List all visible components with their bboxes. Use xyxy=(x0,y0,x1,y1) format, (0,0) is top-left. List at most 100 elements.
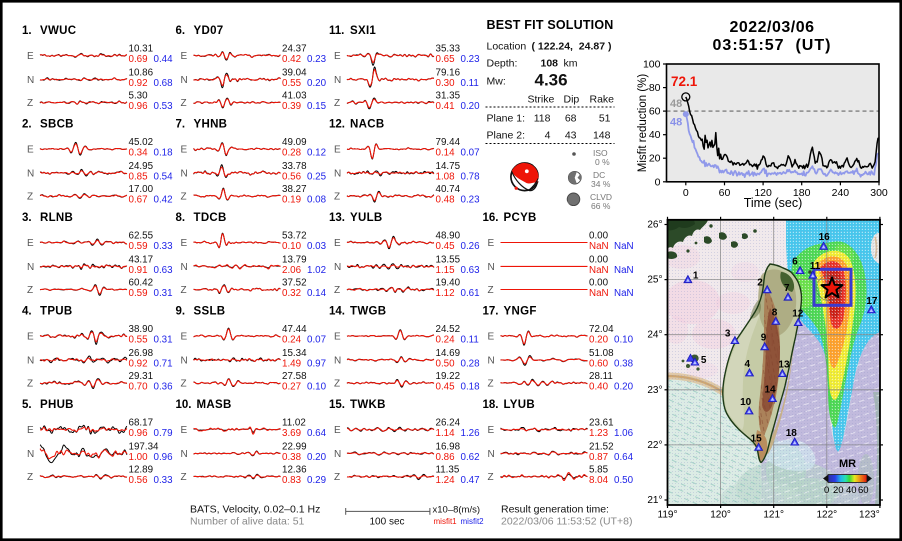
svg-text:0.19: 0.19 xyxy=(282,195,301,206)
svg-text:14.75: 14.75 xyxy=(436,161,461,172)
svg-text:108: 108 xyxy=(541,58,559,70)
svg-text:13: 13 xyxy=(778,360,790,371)
svg-text:E: E xyxy=(27,51,34,62)
svg-text:LYUB: LYUB xyxy=(504,399,535,411)
svg-text:0.23: 0.23 xyxy=(307,54,327,65)
svg-text:Z: Z xyxy=(27,98,33,109)
svg-text:Result generation time:: Result generation time: xyxy=(501,504,609,516)
svg-text:10: 10 xyxy=(740,397,752,408)
svg-text:1.08: 1.08 xyxy=(436,171,456,182)
svg-text:Plane 2:: Plane 2: xyxy=(487,130,526,142)
svg-text:15: 15 xyxy=(751,433,763,444)
svg-text:60: 60 xyxy=(649,106,661,118)
svg-text:N: N xyxy=(488,355,495,366)
svg-text:68.17: 68.17 xyxy=(129,418,154,429)
svg-text:1.24: 1.24 xyxy=(436,475,456,486)
svg-text:N: N xyxy=(27,355,34,366)
svg-text:Time (sec): Time (sec) xyxy=(744,196,803,210)
svg-text:10.: 10. xyxy=(176,399,192,411)
svg-text:TPUB: TPUB xyxy=(40,306,73,318)
svg-text:CLVD: CLVD xyxy=(590,192,612,202)
svg-text:0.36: 0.36 xyxy=(154,382,174,393)
svg-text:34 %: 34 % xyxy=(591,179,611,189)
svg-text:0.67: 0.67 xyxy=(129,195,148,206)
svg-text:Rake: Rake xyxy=(590,94,615,106)
svg-text:8: 8 xyxy=(772,307,778,318)
svg-text:10.31: 10.31 xyxy=(129,44,154,55)
svg-text:37.52: 37.52 xyxy=(282,278,307,289)
svg-text:0.00: 0.00 xyxy=(589,278,609,289)
svg-text:1.49: 1.49 xyxy=(282,358,301,369)
svg-text:0.56: 0.56 xyxy=(129,475,149,486)
svg-text:km: km xyxy=(564,58,578,70)
svg-text:16.98: 16.98 xyxy=(436,441,461,452)
svg-text:20: 20 xyxy=(649,153,661,165)
svg-text:Z: Z xyxy=(334,192,340,203)
svg-text:N: N xyxy=(488,449,495,460)
svg-text:Z: Z xyxy=(334,379,340,390)
svg-text:YNGF: YNGF xyxy=(504,306,537,318)
svg-text:0.18: 0.18 xyxy=(461,382,481,393)
svg-text:53.72: 53.72 xyxy=(282,231,307,242)
svg-text:17.: 17. xyxy=(483,306,499,318)
svg-text:120°: 120° xyxy=(710,510,731,521)
svg-text:E: E xyxy=(488,425,495,436)
svg-text:N: N xyxy=(27,449,34,460)
svg-text:43: 43 xyxy=(565,130,577,142)
svg-text:1: 1 xyxy=(693,271,699,282)
svg-text:0.11: 0.11 xyxy=(461,335,479,346)
svg-text:Z: Z xyxy=(488,285,494,296)
svg-text:5.: 5. xyxy=(22,399,32,411)
svg-text:0.14: 0.14 xyxy=(307,288,327,299)
svg-text:0.38: 0.38 xyxy=(614,358,634,369)
svg-text:31.35: 31.35 xyxy=(436,91,461,102)
svg-text:0.65: 0.65 xyxy=(436,54,456,65)
svg-text:0.14: 0.14 xyxy=(436,148,456,159)
svg-text:0.28: 0.28 xyxy=(282,148,302,159)
svg-text:Z: Z xyxy=(27,379,33,390)
svg-text:Z: Z xyxy=(181,98,187,109)
svg-text:51.08: 51.08 xyxy=(589,348,614,359)
svg-text:0.29: 0.29 xyxy=(307,475,326,486)
svg-text:2022/03/06: 2022/03/06 xyxy=(729,19,814,36)
svg-text:0.20: 0.20 xyxy=(589,335,609,346)
svg-text:8.: 8. xyxy=(176,212,186,224)
svg-text:45.02: 45.02 xyxy=(129,137,154,148)
svg-text:0.56: 0.56 xyxy=(282,171,302,182)
svg-text:11: 11 xyxy=(810,261,821,272)
svg-text:Z: Z xyxy=(334,98,340,109)
svg-text:0.79: 0.79 xyxy=(154,428,173,439)
svg-text:24.37: 24.37 xyxy=(282,44,307,55)
svg-text:15.34: 15.34 xyxy=(282,348,307,359)
svg-text:0.70: 0.70 xyxy=(129,382,149,393)
svg-text:0.48: 0.48 xyxy=(436,195,456,206)
svg-text:Z: Z xyxy=(181,285,187,296)
svg-text:122°: 122° xyxy=(816,510,837,521)
svg-text:197.34: 197.34 xyxy=(129,441,160,452)
svg-text:14.69: 14.69 xyxy=(436,348,461,359)
svg-text:80: 80 xyxy=(649,82,661,94)
svg-text:0.25: 0.25 xyxy=(307,171,327,182)
svg-text:14.: 14. xyxy=(329,306,345,318)
svg-text:38.90: 38.90 xyxy=(129,324,154,335)
svg-text:60: 60 xyxy=(719,187,731,199)
svg-text:E: E xyxy=(334,51,341,62)
svg-text:E: E xyxy=(27,145,34,156)
svg-text:SSLB: SSLB xyxy=(194,306,226,318)
svg-text:0.78: 0.78 xyxy=(461,171,481,182)
svg-text:E: E xyxy=(27,332,34,343)
svg-text:180: 180 xyxy=(793,187,811,199)
svg-text:0.50: 0.50 xyxy=(436,358,456,369)
svg-text:0.85: 0.85 xyxy=(129,171,149,182)
svg-text:40: 40 xyxy=(649,129,661,141)
svg-text:0 %: 0 % xyxy=(595,157,610,167)
svg-text:03:51:57 (UT): 03:51:57 (UT) xyxy=(713,37,832,54)
svg-text:E: E xyxy=(334,332,341,343)
svg-text:N: N xyxy=(181,168,188,179)
svg-text:51: 51 xyxy=(599,113,611,125)
svg-text:MR: MR xyxy=(839,458,856,470)
svg-text:TWGB: TWGB xyxy=(350,306,386,318)
svg-text:0.63: 0.63 xyxy=(154,265,174,276)
svg-text:NaN: NaN xyxy=(589,288,609,299)
svg-text:1.02: 1.02 xyxy=(307,265,326,276)
